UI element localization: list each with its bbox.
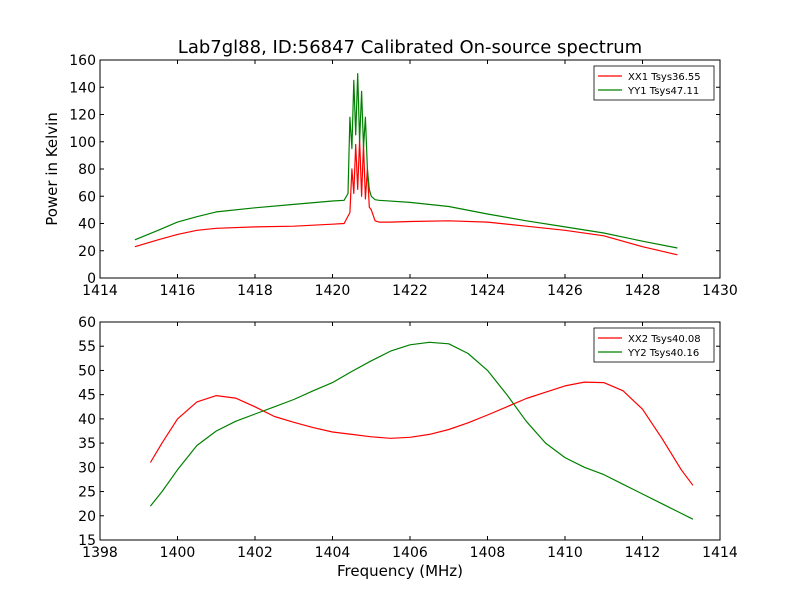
x-tick-label: 1412	[625, 545, 661, 561]
series-line-1-1	[134, 138, 678, 256]
y-tick-label: 20	[78, 244, 96, 260]
series-line-1-2	[134, 72, 678, 249]
x-tick-label: 1422	[392, 283, 428, 299]
y-tick-label: 60	[78, 189, 96, 205]
y-tick-label: 30	[78, 460, 96, 476]
legend-label: YY1 Tsys47.11	[627, 86, 699, 97]
plots-layer: 1414 1416 1418 1420 1422 1424 1426 1428 1430 0 20 4…	[43, 53, 738, 580]
y-tick-label: 35	[78, 436, 96, 452]
y-tick-label: 100	[69, 135, 96, 151]
x-tick-label: 1402	[237, 545, 273, 561]
x-tick-label: 1414	[82, 283, 118, 299]
x-tick-label: 1426	[547, 283, 583, 299]
legend-1: XX1 Tsys36.55 YY1 Tsys47.11	[593, 65, 715, 101]
x-tick-label: 1420	[315, 283, 351, 299]
y-tick-label: 80	[78, 162, 96, 178]
y-tick-label: 15	[78, 533, 96, 549]
legend-box	[593, 327, 715, 363]
x-tick-label: 1404	[315, 545, 351, 561]
y-tick-label: 25	[78, 485, 96, 501]
y-tick-label: 40	[78, 412, 96, 428]
legend-label: XX1 Tsys36.55	[628, 72, 701, 83]
y-tick-label: 55	[78, 339, 96, 355]
y-tick-label: 20	[78, 509, 96, 525]
y-tick-label: 0	[87, 271, 96, 287]
y-tick-label: 120	[69, 108, 96, 124]
legend-label: XX2 Tsys40.08	[628, 334, 701, 345]
x-tick-label: 1430	[702, 283, 738, 299]
x-tick-label: 1418	[237, 283, 273, 299]
x-tick-label: 1400	[160, 545, 196, 561]
y-tick-label: 45	[78, 388, 96, 404]
x-tick-label: 1428	[625, 283, 661, 299]
x-tick-label: 1416	[160, 283, 196, 299]
legend-2: XX2 Tsys40.08 YY2 Tsys40.16	[593, 327, 715, 363]
legend-label: YY2 Tsys40.16	[627, 348, 699, 359]
x-tick-label: 1424	[470, 283, 506, 299]
x-tick-label: 1406	[392, 545, 428, 561]
y-axis-label: Power in Kelvin	[43, 112, 61, 226]
x-axis-label: Frequency (MHz)	[337, 562, 463, 580]
y-tick-label: 50	[78, 363, 96, 379]
series-line-2-2	[149, 341, 694, 520]
x-tick-label: 1414	[702, 545, 738, 561]
legend-box	[593, 65, 715, 101]
x-tick-label: 1398	[82, 545, 118, 561]
x-tick-label: 1410	[547, 545, 583, 561]
series-line-2-1	[149, 381, 694, 486]
subplot-1: 1414 1416 1418 1420 1422 1424 1426 1428 1430 0 20 4…	[43, 53, 738, 299]
y-tick-label: 160	[69, 53, 96, 69]
subplot-2: 1398 1400 1402 1404 1406 1408 1410 1412 1414 15 20…	[78, 315, 738, 580]
y-tick-label: 60	[78, 315, 96, 331]
x-tick-label: 1408	[470, 545, 506, 561]
chart-title: Lab7gl88, ID:56847 Calibrated On-source …	[178, 37, 642, 58]
y-tick-label: 140	[69, 80, 96, 96]
y-tick-label: 40	[78, 217, 96, 233]
